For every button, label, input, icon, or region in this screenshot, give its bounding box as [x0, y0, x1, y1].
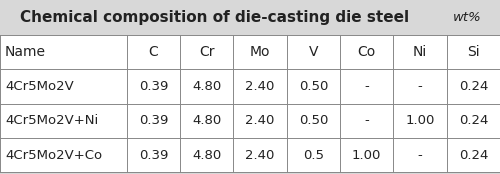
Bar [0, 35, 500, 172]
Text: 0.24: 0.24 [458, 80, 488, 93]
Text: 0.39: 0.39 [139, 80, 168, 93]
Text: -: - [418, 149, 422, 162]
Text: 0.24: 0.24 [458, 114, 488, 127]
Text: wt%: wt% [453, 11, 482, 24]
Text: V: V [308, 45, 318, 59]
Text: Name: Name [5, 45, 46, 59]
Text: 4Cr5Mo2V+Co: 4Cr5Mo2V+Co [5, 149, 102, 162]
Text: -: - [364, 80, 369, 93]
Text: 0.50: 0.50 [298, 114, 328, 127]
Text: 0.39: 0.39 [139, 114, 168, 127]
Text: 4.80: 4.80 [192, 80, 222, 93]
Text: 1.00: 1.00 [406, 114, 434, 127]
Text: 2.40: 2.40 [246, 80, 275, 93]
Text: -: - [364, 114, 369, 127]
Text: 2.40: 2.40 [246, 149, 275, 162]
Text: 4Cr5Mo2V+Ni: 4Cr5Mo2V+Ni [5, 114, 98, 127]
Text: -: - [418, 80, 422, 93]
Text: Si: Si [467, 45, 479, 59]
Text: 2.40: 2.40 [246, 114, 275, 127]
Text: Cr: Cr [199, 45, 214, 59]
Text: 0.39: 0.39 [139, 149, 168, 162]
Text: Ni: Ni [413, 45, 427, 59]
Text: 0.24: 0.24 [458, 149, 488, 162]
Text: 0.5: 0.5 [303, 149, 324, 162]
Text: 0.50: 0.50 [298, 80, 328, 93]
Text: 4Cr5Mo2V: 4Cr5Mo2V [5, 80, 74, 93]
Text: C: C [148, 45, 158, 59]
Text: Chemical composition of die-casting die steel: Chemical composition of die-casting die … [20, 10, 409, 25]
Text: Co: Co [358, 45, 376, 59]
Text: 1.00: 1.00 [352, 149, 382, 162]
Text: 4.80: 4.80 [192, 149, 222, 162]
Text: 4.80: 4.80 [192, 114, 222, 127]
Text: Mo: Mo [250, 45, 270, 59]
